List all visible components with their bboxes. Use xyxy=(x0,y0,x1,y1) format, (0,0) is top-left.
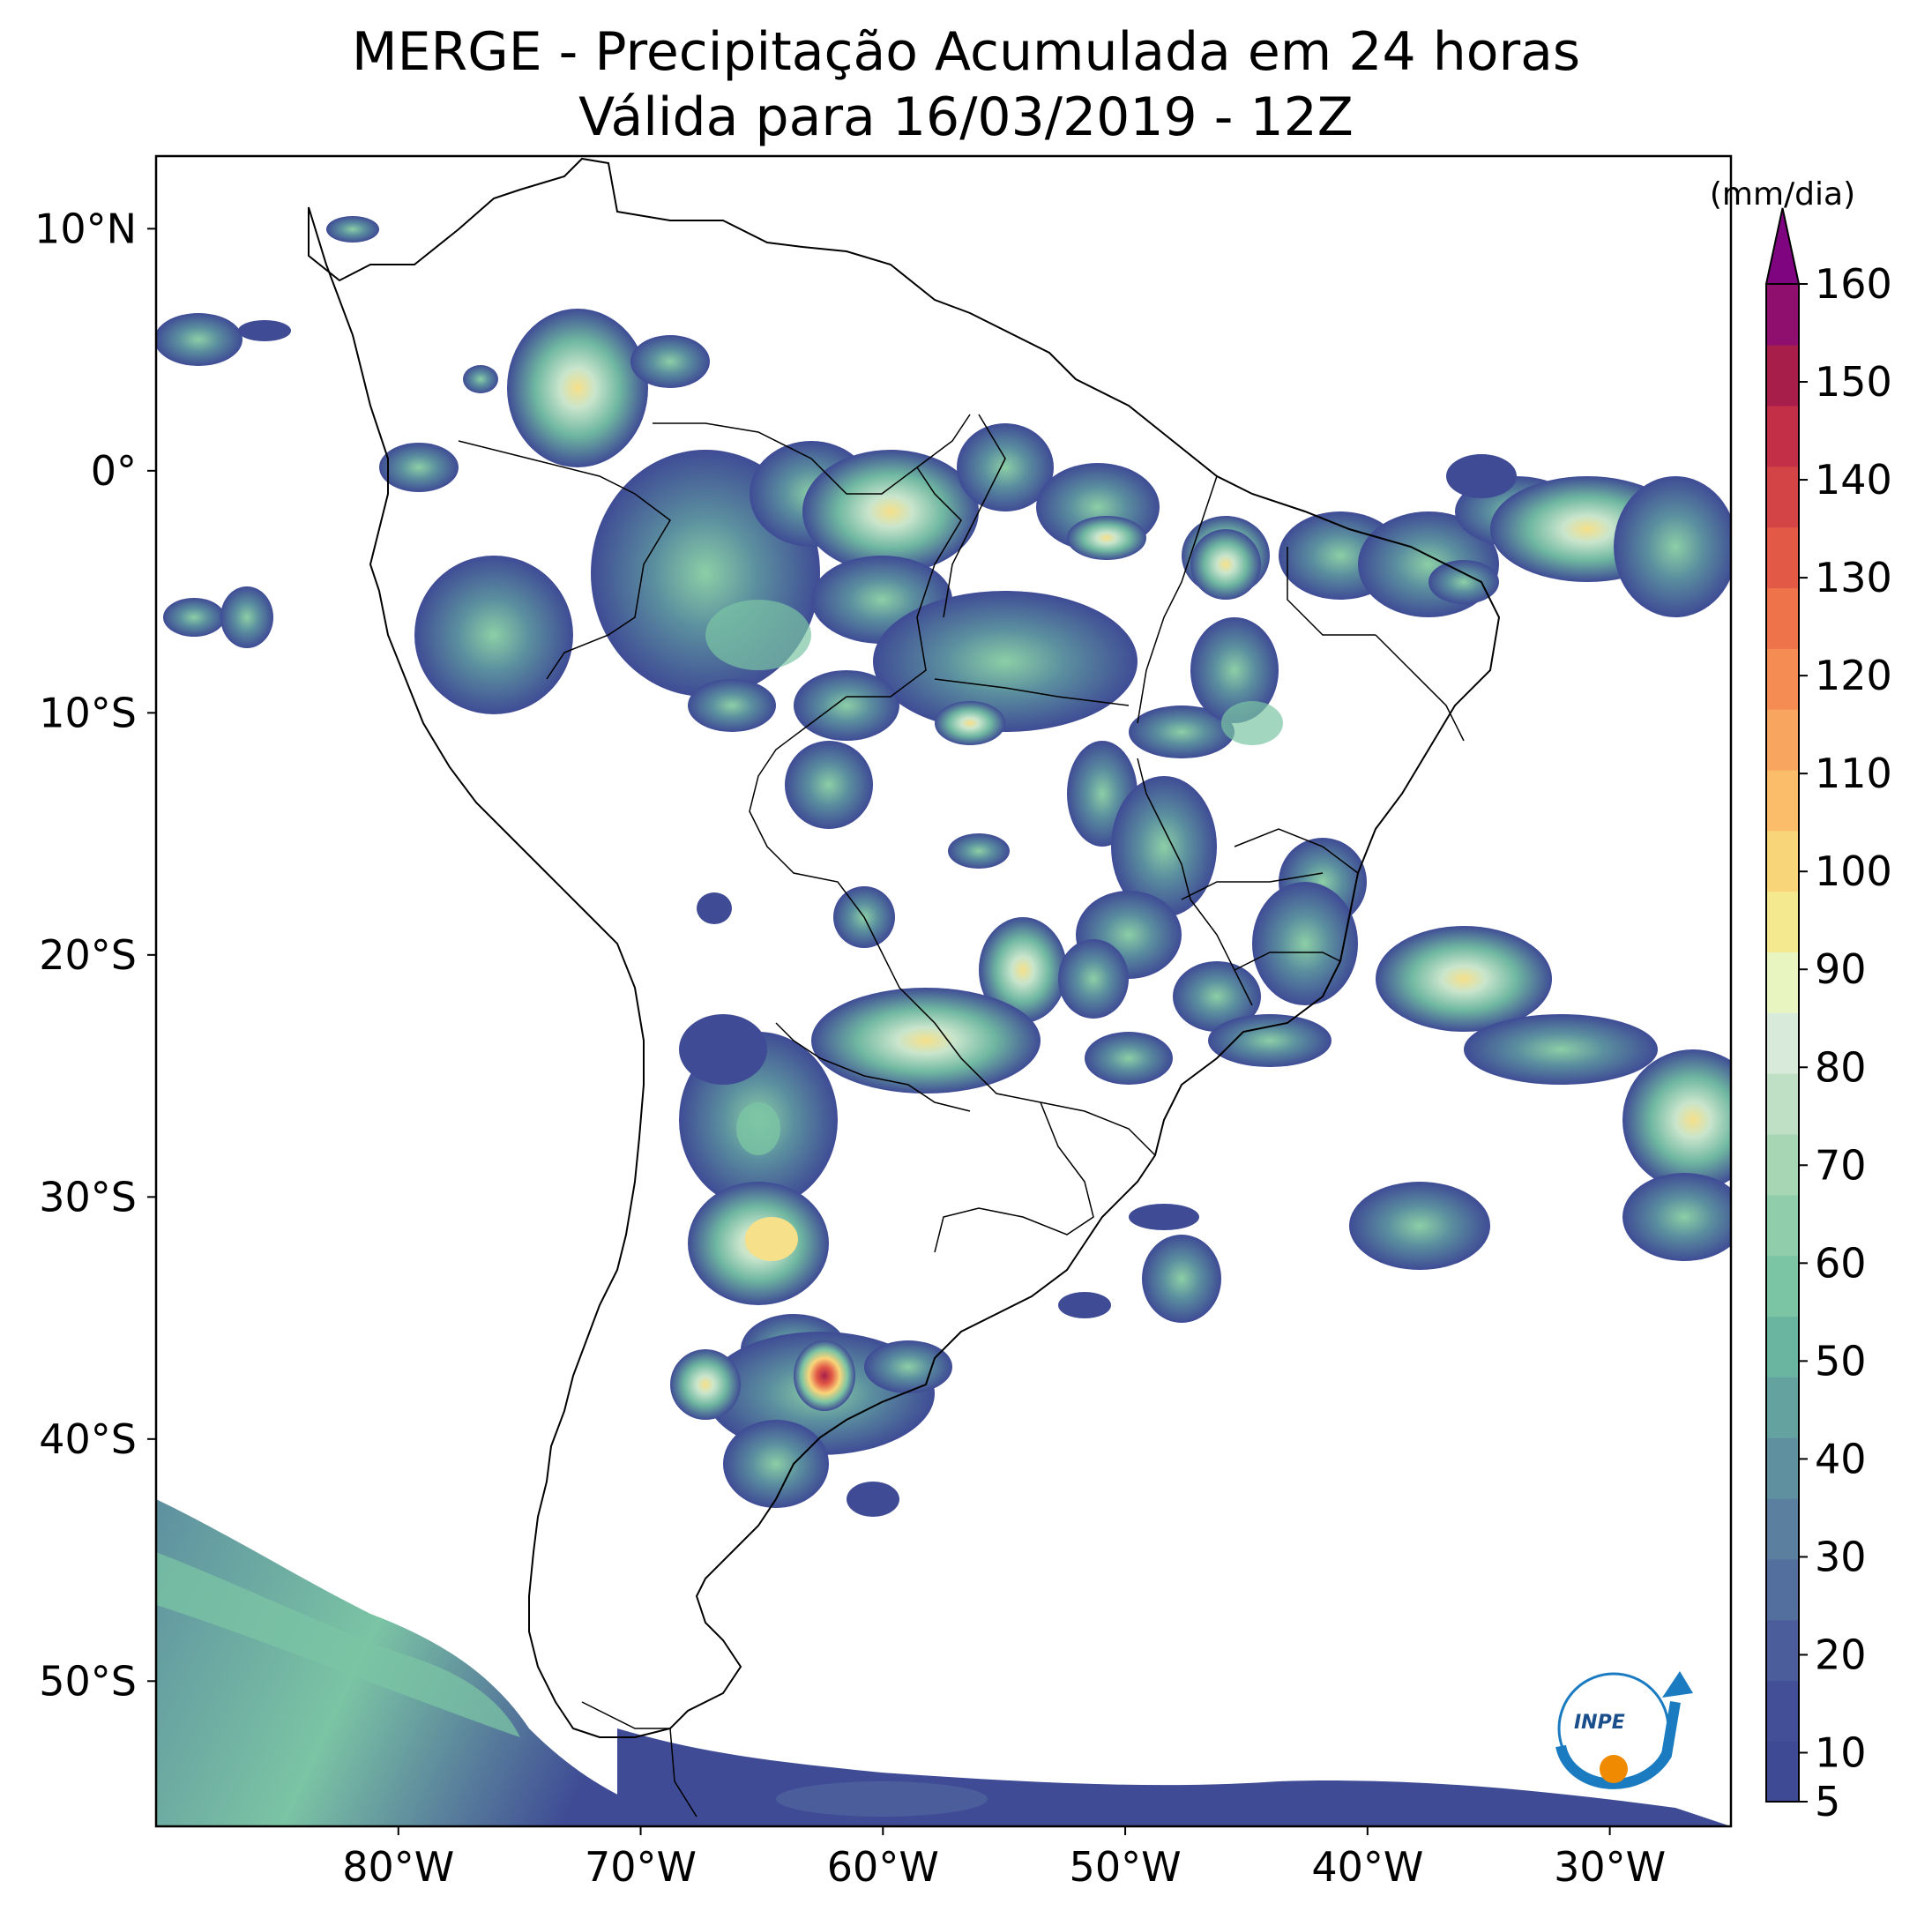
colorbar-tick-label: 5 xyxy=(1815,1778,1840,1825)
colorbar-segment xyxy=(1766,1316,1799,1377)
colorbar-segment xyxy=(1766,1680,1799,1742)
colorbar-unit-label: (mm/dia) xyxy=(1710,176,1855,213)
lat-tick-label: 20°S xyxy=(39,931,137,979)
colorbar-segment xyxy=(1766,1194,1799,1257)
colorbar-tick-label: 140 xyxy=(1815,456,1892,504)
colorbar-segment xyxy=(1766,1619,1799,1682)
colorbar-tick-label: 60 xyxy=(1815,1239,1867,1287)
colorbar-tick-label: 130 xyxy=(1815,554,1892,601)
colorbar-segment xyxy=(1766,526,1799,588)
title-line-2: Válida para 16/03/2019 - 12Z xyxy=(578,86,1354,148)
lat-tick-label: 30°S xyxy=(39,1173,137,1221)
inpe-logo: INPE xyxy=(1555,1671,1693,1789)
lat-tick-label: 50°S xyxy=(39,1657,137,1705)
colorbar-tick-label: 10 xyxy=(1815,1728,1867,1776)
axis-ticks: 80°W 70°W 60°W 50°W 40°W 30°W 10°N 0° 10°S 20°S 30… xyxy=(34,205,1666,1891)
coastline-layer xyxy=(308,157,1501,1738)
lon-tick-label: 50°W xyxy=(1070,1843,1182,1891)
colorbar-tick-label: 80 xyxy=(1815,1043,1867,1091)
colorbar-segment xyxy=(1766,1497,1799,1560)
colorbar-tick-label: 90 xyxy=(1815,945,1867,993)
lon-tick-label: 70°W xyxy=(585,1843,697,1891)
logo-text: INPE xyxy=(1574,1712,1625,1734)
colorbar-frame xyxy=(1765,283,1800,1803)
colorbar-tick-label: 100 xyxy=(1815,847,1892,895)
colorbar-tick-label: 30 xyxy=(1815,1533,1867,1580)
colorbar: 510 20 30 40 50 60 70 80 90 100 110 120 130 140 150 160… xyxy=(1710,176,1892,1825)
colorbar-tick-label: 120 xyxy=(1815,652,1892,699)
colorbar-tick-label: 20 xyxy=(1815,1631,1867,1678)
colorbar-segment xyxy=(1766,952,1799,1013)
map-title: MERGE - Precipitação Acumulada em 24 hor… xyxy=(0,19,1932,150)
colorbar-segment xyxy=(1766,1437,1799,1499)
colorbar-tick-label: 150 xyxy=(1815,358,1892,406)
colorbar-tick-label: 110 xyxy=(1815,750,1892,797)
lat-tick-label: 0° xyxy=(91,447,137,495)
lon-tick-label: 80°W xyxy=(342,1843,454,1891)
colorbar-segment xyxy=(1766,587,1799,649)
colorbar-segment xyxy=(1766,466,1799,528)
colorbar-segment xyxy=(1766,405,1799,467)
south-america-coastline xyxy=(308,157,1501,1738)
title-line-1: MERGE - Precipitação Acumulada em 24 hor… xyxy=(351,21,1581,83)
colorbar-segment xyxy=(1766,1255,1799,1318)
colorbar-segment xyxy=(1766,648,1799,710)
colorbar-tick-label: 40 xyxy=(1815,1435,1867,1482)
lon-tick-label: 40°W xyxy=(1311,1843,1423,1891)
colorbar-segment xyxy=(1766,708,1799,771)
lon-tick-label: 60°W xyxy=(827,1843,939,1891)
colorbar-extend-arrow xyxy=(1764,207,1801,285)
colorbar-tick-label: 50 xyxy=(1815,1337,1867,1385)
colorbar-tick-label: 160 xyxy=(1815,260,1892,308)
colorbar-segment xyxy=(1766,891,1799,953)
colorbar-segment xyxy=(1766,830,1799,892)
colorbar-segment xyxy=(1766,769,1799,832)
colorbar-segment xyxy=(1766,1012,1799,1074)
colorbar-segment xyxy=(1766,344,1799,407)
precipitation-field xyxy=(156,216,1731,1826)
lat-tick-label: 10°N xyxy=(34,205,137,252)
lat-tick-label: 10°S xyxy=(39,689,137,736)
country-borders xyxy=(458,414,1465,1818)
lat-tick-label: 40°S xyxy=(39,1415,137,1463)
colorbar-segment xyxy=(1766,1558,1799,1621)
colorbar-segment xyxy=(1766,284,1799,346)
colorbar-segment xyxy=(1766,1133,1799,1196)
colorbar-segment xyxy=(1766,1072,1799,1135)
lon-tick-label: 30°W xyxy=(1554,1843,1666,1891)
colorbar-tick-label: 70 xyxy=(1815,1141,1867,1189)
colorbar-segment xyxy=(1766,1741,1799,1803)
colorbar-segment xyxy=(1766,1377,1799,1438)
map-frame xyxy=(154,154,1733,1828)
